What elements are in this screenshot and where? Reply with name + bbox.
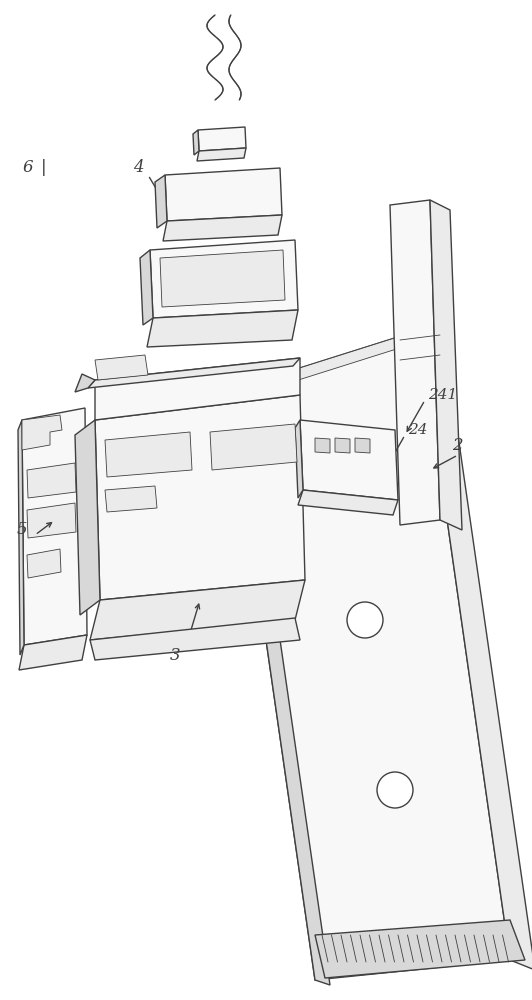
Text: 3: 3 — [170, 647, 180, 664]
Polygon shape — [165, 168, 282, 221]
Polygon shape — [295, 420, 303, 498]
Polygon shape — [355, 438, 370, 453]
Polygon shape — [163, 215, 282, 241]
Text: |: | — [41, 159, 47, 176]
Polygon shape — [27, 549, 61, 578]
Polygon shape — [420, 330, 532, 970]
Polygon shape — [160, 250, 285, 307]
Polygon shape — [140, 250, 153, 325]
Polygon shape — [298, 490, 398, 515]
Text: 241: 241 — [428, 388, 457, 402]
Polygon shape — [390, 200, 440, 525]
Polygon shape — [197, 148, 246, 161]
Polygon shape — [22, 408, 87, 645]
Polygon shape — [198, 127, 246, 151]
Polygon shape — [88, 358, 300, 388]
Polygon shape — [18, 420, 24, 655]
Polygon shape — [90, 618, 300, 660]
Text: 2: 2 — [452, 436, 463, 454]
Polygon shape — [105, 486, 157, 512]
Polygon shape — [315, 920, 525, 978]
Text: 4: 4 — [132, 159, 143, 176]
Polygon shape — [27, 503, 76, 538]
Polygon shape — [300, 420, 398, 500]
Circle shape — [347, 602, 383, 638]
Polygon shape — [27, 463, 76, 498]
Polygon shape — [210, 424, 297, 470]
Polygon shape — [90, 580, 305, 640]
Polygon shape — [22, 415, 62, 450]
Polygon shape — [193, 130, 199, 155]
Polygon shape — [155, 175, 167, 228]
Polygon shape — [147, 310, 298, 347]
Polygon shape — [95, 358, 300, 420]
Polygon shape — [335, 438, 350, 453]
Polygon shape — [230, 390, 330, 985]
Polygon shape — [105, 432, 192, 477]
Polygon shape — [75, 374, 95, 392]
Polygon shape — [95, 395, 305, 600]
Text: 24: 24 — [408, 423, 428, 437]
Polygon shape — [19, 635, 87, 670]
Polygon shape — [430, 200, 462, 530]
Polygon shape — [230, 330, 425, 400]
Text: 5: 5 — [16, 522, 27, 538]
Text: 6: 6 — [23, 159, 34, 176]
Polygon shape — [75, 420, 100, 615]
Polygon shape — [230, 330, 510, 980]
Polygon shape — [150, 240, 298, 318]
Polygon shape — [315, 438, 330, 453]
Polygon shape — [95, 355, 148, 380]
Circle shape — [377, 772, 413, 808]
